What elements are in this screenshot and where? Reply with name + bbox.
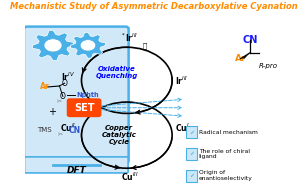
Text: O: O bbox=[62, 79, 67, 88]
FancyBboxPatch shape bbox=[24, 27, 129, 163]
Text: ✂: ✂ bbox=[57, 100, 62, 105]
Text: Radical mechanism: Radical mechanism bbox=[199, 130, 258, 135]
Circle shape bbox=[80, 40, 96, 51]
Text: Oxidative
Quenching: Oxidative Quenching bbox=[95, 66, 138, 79]
Text: CN: CN bbox=[242, 35, 257, 45]
Text: +: + bbox=[48, 108, 56, 117]
Circle shape bbox=[44, 39, 62, 52]
FancyBboxPatch shape bbox=[67, 98, 101, 117]
Text: CN: CN bbox=[69, 126, 81, 135]
Text: ✓: ✓ bbox=[189, 130, 194, 135]
Text: 🔵: 🔵 bbox=[143, 42, 147, 49]
Text: Nphth: Nphth bbox=[77, 91, 99, 98]
Text: Cu$^{II}$: Cu$^{II}$ bbox=[60, 121, 76, 134]
Text: Copper
Catalytic
Cycle: Copper Catalytic Cycle bbox=[102, 125, 136, 145]
Text: TMS: TMS bbox=[37, 127, 51, 133]
Text: Ir$^{III}$: Ir$^{III}$ bbox=[175, 74, 188, 87]
Text: Ar: Ar bbox=[235, 54, 246, 63]
FancyBboxPatch shape bbox=[186, 170, 197, 182]
Polygon shape bbox=[70, 33, 106, 58]
Text: ✓: ✓ bbox=[189, 173, 194, 178]
Text: DFT: DFT bbox=[67, 166, 86, 175]
FancyBboxPatch shape bbox=[186, 126, 197, 138]
FancyBboxPatch shape bbox=[25, 157, 128, 173]
Text: Origin of
enantioselectivity: Origin of enantioselectivity bbox=[199, 170, 253, 181]
Text: ✂: ✂ bbox=[58, 133, 63, 138]
Text: R-pro: R-pro bbox=[259, 63, 278, 69]
Text: Ir$^{IV}$: Ir$^{IV}$ bbox=[61, 70, 75, 83]
FancyBboxPatch shape bbox=[186, 148, 197, 160]
Text: Ir: Ir bbox=[49, 41, 57, 50]
Text: ✓: ✓ bbox=[189, 152, 194, 156]
Polygon shape bbox=[32, 30, 74, 60]
Text: SET: SET bbox=[74, 103, 94, 113]
Text: Mechanistic Study of Asymmetric Decarboxylative Cyanation: Mechanistic Study of Asymmetric Decarbox… bbox=[10, 2, 298, 11]
Text: Cu$^{I}$: Cu$^{I}$ bbox=[175, 121, 189, 134]
Text: Cu: Cu bbox=[82, 41, 94, 50]
Text: O: O bbox=[59, 92, 65, 101]
Text: $^*$Ir$^{III}$: $^*$Ir$^{III}$ bbox=[120, 32, 139, 44]
Polygon shape bbox=[242, 53, 250, 59]
Text: Ar: Ar bbox=[39, 82, 49, 91]
Text: The role of chiral
ligand: The role of chiral ligand bbox=[199, 149, 250, 160]
Text: Cu$^{III}$: Cu$^{III}$ bbox=[120, 171, 138, 184]
